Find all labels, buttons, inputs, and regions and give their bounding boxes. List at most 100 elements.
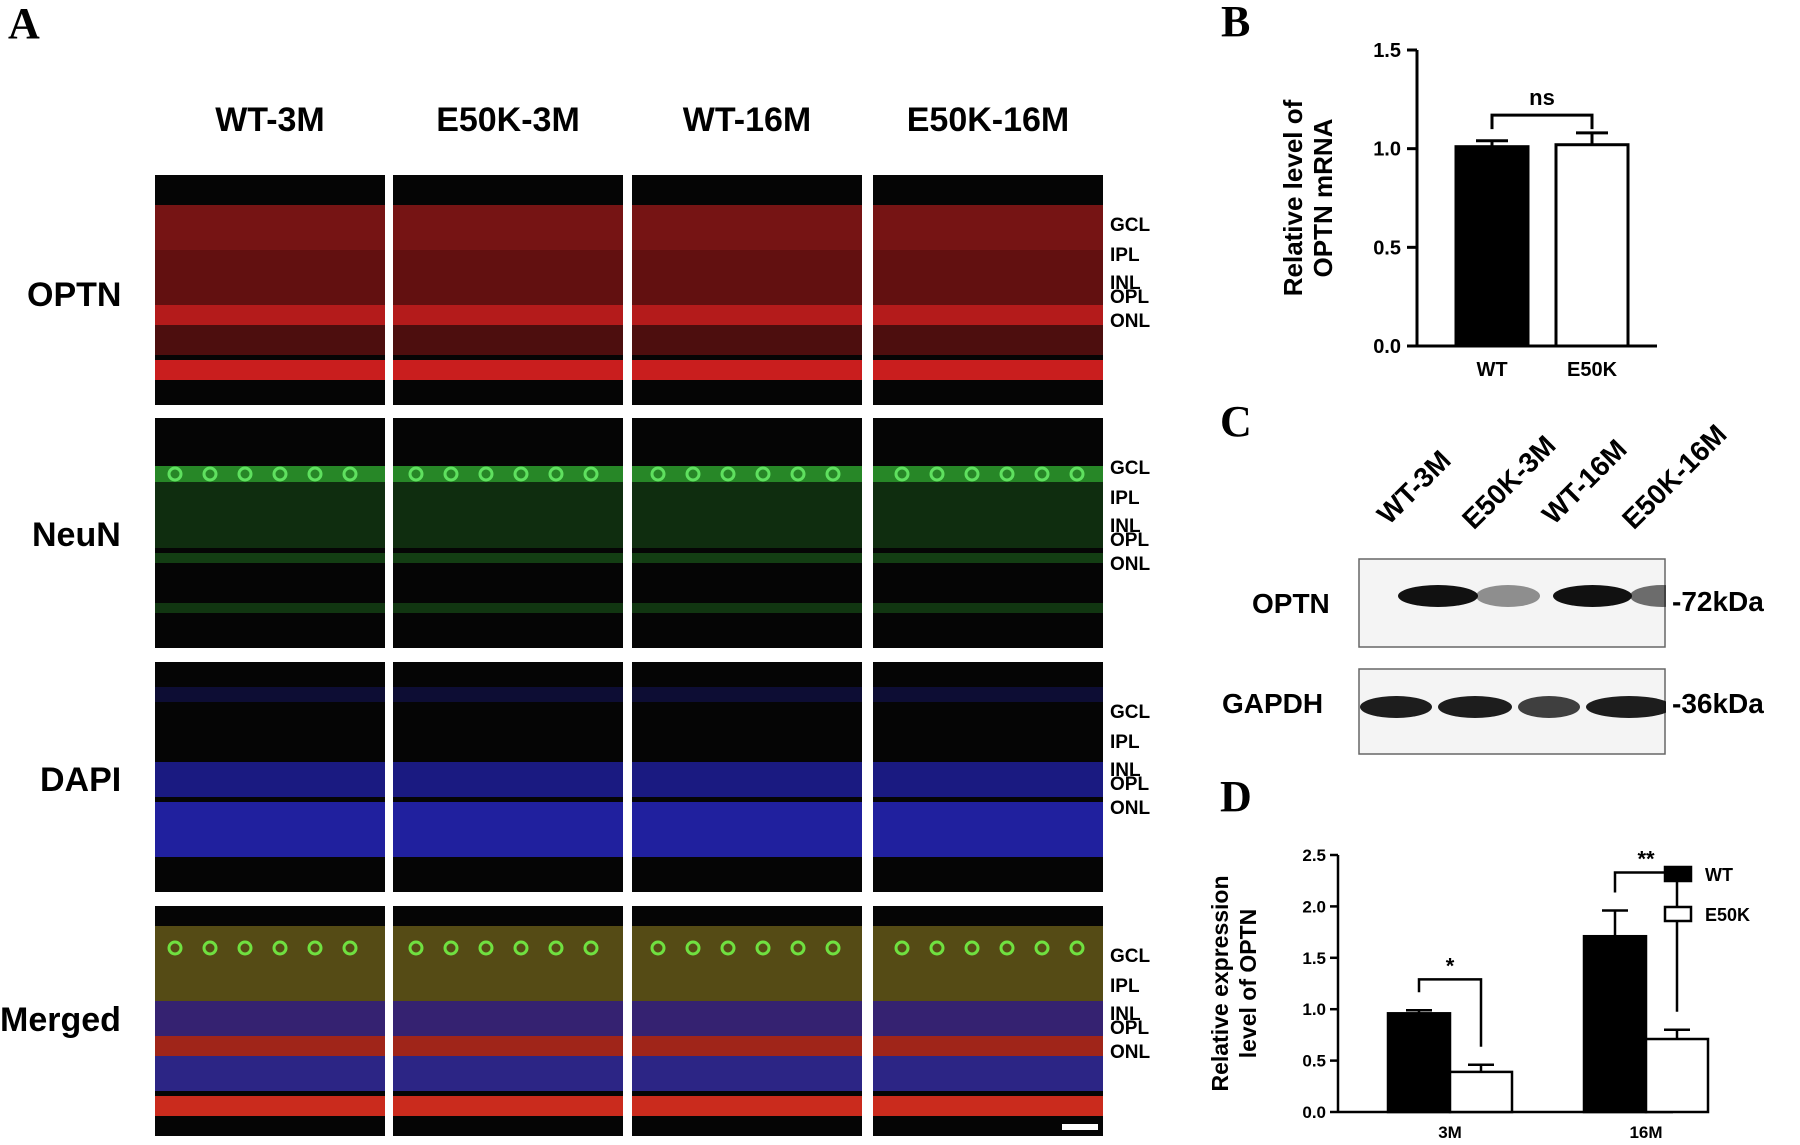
b-y-axis-label: Relative level ofOPTN mRNA	[1278, 99, 1338, 296]
micrograph-dapi-2	[393, 662, 623, 892]
b-significance-bracket	[1490, 113, 1594, 130]
layer-label-inl-row1: INL	[1110, 273, 1141, 294]
row-label-merged: Merged	[0, 1001, 121, 1039]
panel-letter-b: B	[1221, 0, 1251, 46]
row-label-dapi: DAPI	[40, 761, 122, 799]
micrograph-optn-3	[632, 175, 862, 405]
b-x-tick-label: E50K	[1567, 359, 1618, 381]
column-header-wt-3m: WT-3M	[215, 101, 325, 139]
b-x-tick-label: WT	[1476, 359, 1507, 381]
micrograph-merged-2	[393, 906, 623, 1136]
row-label-neun: NeuN	[32, 516, 121, 554]
d-significance-bracket	[1613, 871, 1679, 1012]
d-y-tick-label: 1.5	[1302, 949, 1326, 968]
layer-label-inl-row4: INL	[1110, 1004, 1141, 1025]
micrograph-merged-1	[155, 906, 385, 1136]
layer-label-opl-row3: OPL	[1110, 774, 1150, 795]
b-y-axis-label-line2: OPTN mRNA	[1308, 118, 1338, 277]
lane-label-e50k-16m: E50K-16M	[1616, 418, 1733, 535]
micrograph-optn-2	[393, 175, 623, 405]
blot-label-optn: OPTN	[1252, 588, 1330, 619]
micrograph-neun-1	[155, 418, 385, 648]
layer-label-inl-row3: INL	[1110, 760, 1141, 781]
blot-band	[1438, 696, 1512, 718]
layer-label-onl-row4: ONL	[1110, 1042, 1151, 1063]
layer-label-gcl-row4: GCL	[1110, 946, 1151, 967]
micrograph-neun-3	[632, 418, 862, 648]
b-significance-label: ns	[1529, 85, 1555, 110]
d-y-tick-label: 0.5	[1302, 1052, 1326, 1071]
layer-label-opl-row4: OPL	[1110, 1018, 1150, 1039]
blot-size-72kda: -72kDa	[1672, 586, 1764, 617]
layer-label-gcl-row2: GCL	[1110, 458, 1151, 479]
b-y-tick-label: 1.0	[1373, 139, 1401, 161]
d-x-tick-label: 16M	[1629, 1123, 1662, 1142]
blot-band	[1398, 585, 1478, 607]
layer-label-onl-row2: ONL	[1110, 554, 1151, 575]
micrograph-merged-4	[873, 906, 1103, 1136]
d-significance-bracket	[1417, 978, 1483, 1047]
layer-label-ipl-row3: IPL	[1110, 732, 1140, 753]
b-y-tick-label: 1.5	[1373, 40, 1401, 62]
d-legend-label-e50k: E50K	[1705, 905, 1750, 925]
blot-band	[1360, 696, 1432, 718]
d-y-tick-label: 0.0	[1302, 1103, 1326, 1122]
blot-strip-gapdh	[1358, 668, 1666, 755]
blot-strip-optn	[1358, 558, 1666, 648]
micrograph-dapi-4	[873, 662, 1103, 892]
micrograph-optn-1	[155, 175, 385, 405]
panel-letter-d: D	[1220, 772, 1252, 821]
panel-letter-c: C	[1220, 397, 1252, 446]
chart-b: 0.0 0.5 1.0 1.5 Relative level ofOPTN mRNA WT…	[1278, 40, 1657, 381]
chart-d: 0.0 0.5 1.0 1.5 2.0 2.5 Relative expressionlev…	[1207, 846, 1750, 1142]
d-x-tick-label: 3M	[1438, 1123, 1462, 1142]
micrograph-merged-3	[632, 906, 862, 1136]
micrograph-dapi-1	[155, 662, 385, 892]
b-y-axis-label-line1: Relative level of	[1278, 99, 1308, 296]
layer-label-gcl-row1: GCL	[1110, 215, 1151, 236]
layer-label-inl-row2: INL	[1110, 516, 1141, 537]
layer-label-ipl-row1: IPL	[1110, 245, 1140, 266]
layer-label-onl-row1: ONL	[1110, 311, 1151, 332]
micrograph-dapi-3	[632, 662, 862, 892]
layer-label-ipl-row4: IPL	[1110, 976, 1140, 997]
d-bar-wt-16m	[1582, 934, 1648, 1114]
chart-d-plot: 0.0 0.5 1.0 1.5 2.0 2.5 Relative expressionlev…	[1207, 846, 1750, 1142]
row-label-optn: OPTN	[27, 276, 122, 314]
blot-size-36kda: -36kDa	[1672, 688, 1764, 719]
blot-band	[1476, 585, 1540, 607]
d-legend-label-wt: WT	[1705, 865, 1733, 885]
blot-band	[1630, 585, 1666, 607]
blot-band	[1553, 585, 1632, 607]
scale-bar	[1062, 1124, 1098, 1130]
layer-label-onl-row3: ONL	[1110, 798, 1151, 819]
d-y-tick-label: 2.0	[1302, 897, 1326, 916]
d-bar-wt-3m	[1386, 1012, 1452, 1114]
micrograph-neun-4	[873, 418, 1103, 648]
column-header-wt-16m: WT-16M	[682, 101, 812, 139]
d-y-axis-label-line2: level of OPTN	[1235, 909, 1261, 1059]
d-y-tick-label: 2.5	[1302, 846, 1326, 865]
d-y-tick-label: 1.0	[1302, 1000, 1326, 1019]
d-bar-e50k-16m	[1644, 1037, 1710, 1114]
layer-label-gcl-row3: GCL	[1110, 702, 1151, 723]
micrograph-neun-2	[393, 418, 623, 648]
layer-label-opl-row2: OPL	[1110, 530, 1150, 551]
blot-label-gapdh: GAPDH	[1222, 688, 1324, 719]
d-legend-swatch-e50k	[1663, 905, 1693, 923]
micrograph-optn-4	[873, 175, 1103, 405]
d-legend-swatch-wt	[1663, 865, 1693, 883]
b-bar-wt	[1454, 145, 1530, 348]
b-y-tick-label: 0.5	[1373, 237, 1401, 259]
column-header-e50k-16m: E50K-16M	[906, 101, 1070, 139]
d-significance-label: *	[1446, 953, 1455, 978]
blot-band	[1586, 696, 1666, 718]
d-significance-label: **	[1637, 846, 1655, 871]
layer-label-opl-row1: OPL	[1110, 287, 1150, 308]
b-bar-e50k	[1554, 143, 1630, 348]
d-bar-e50k-3m	[1448, 1070, 1514, 1114]
lane-label-e50k-3m: E50K-3M	[1456, 429, 1562, 535]
blot-band	[1518, 696, 1580, 718]
panel-letter-a: A	[8, 0, 40, 48]
